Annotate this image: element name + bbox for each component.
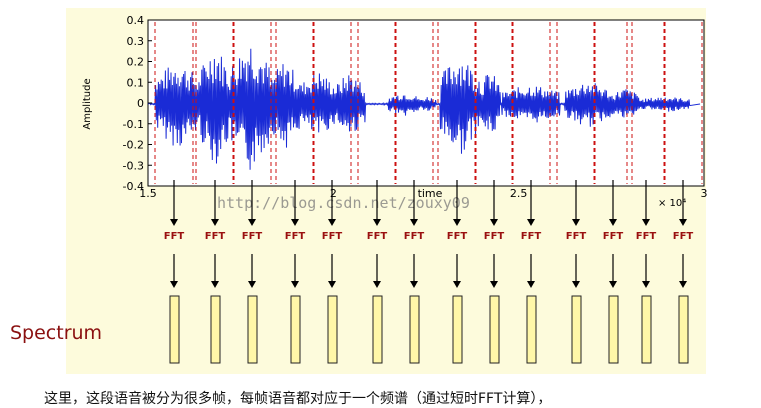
- frame-boundary-lines: [154, 22, 703, 184]
- fft-label: FFT: [566, 231, 587, 242]
- waveform-signal: [147, 48, 701, 170]
- frame-column: FFT: [205, 180, 226, 364]
- arrow-head-icon: [291, 219, 299, 226]
- spectrum-bar: [169, 295, 180, 364]
- caption-text: 这里，这段语音被分为很多帧，每帧语音都对应于一个频谱（通过短时FFT计算），: [44, 391, 552, 407]
- y-tick-label: 0.3: [127, 35, 145, 48]
- frame-column: FFT: [521, 180, 542, 364]
- frame-column: FFT: [566, 180, 587, 364]
- spectrum-bar: [641, 295, 652, 364]
- y-tick-label: 0.1: [127, 76, 145, 89]
- spectrum-bar: [372, 295, 383, 364]
- spectrum-bar: [290, 295, 301, 364]
- frame-columns: FFT FFT FFT FFT FFT FFT FFT FFT FFT FFT FFT FFT FFT F…: [164, 180, 694, 364]
- spectrum-bar: [678, 295, 689, 364]
- fft-label: FFT: [636, 231, 657, 242]
- fft-label: FFT: [285, 231, 306, 242]
- frame-column: FFT: [603, 180, 624, 364]
- spectrum-bar: [327, 295, 338, 364]
- arrow-head-icon: [453, 219, 461, 226]
- watermark-text: http://blog.csdn.net/zouxy09: [217, 194, 470, 212]
- arrow-head-icon: [490, 281, 498, 288]
- x-axis-ticks: 1.5 2 2.5 3: [139, 187, 707, 200]
- y-tick-label: -0.1: [123, 118, 144, 131]
- arrow-head-icon: [291, 281, 299, 288]
- arrow-head-icon: [572, 281, 580, 288]
- y-tick-label: 0: [137, 97, 144, 110]
- frame-column: FFT: [636, 180, 657, 364]
- y-tick-label: -0.3: [123, 159, 144, 172]
- spectrum-bar: [247, 295, 258, 364]
- arrow-head-icon: [170, 219, 178, 226]
- y-tick-label: 0.4: [127, 14, 145, 27]
- fft-label: FFT: [673, 231, 694, 242]
- frame-column: FFT: [484, 180, 505, 364]
- frame-column: FFT: [164, 180, 185, 364]
- arrow-head-icon: [410, 219, 418, 226]
- y-tick-label: -0.4: [123, 180, 144, 193]
- fft-label: FFT: [205, 231, 226, 242]
- arrow-head-icon: [170, 281, 178, 288]
- arrow-head-icon: [211, 281, 219, 288]
- arrow-head-icon: [609, 219, 617, 226]
- arrow-head-icon: [373, 281, 381, 288]
- fft-label: FFT: [447, 231, 468, 242]
- y-axis-ticks: 0.4 0.3 0.2 0.1 0 -0.1 -0.2 -0.3 -0.4: [123, 14, 152, 193]
- spectrum-bar: [210, 295, 221, 364]
- arrow-head-icon: [679, 281, 687, 288]
- arrow-head-icon: [679, 219, 687, 226]
- spectrum-bar: [571, 295, 582, 364]
- x-tick-label: 1.5: [139, 187, 157, 200]
- arrow-head-icon: [642, 281, 650, 288]
- y-tick-label: -0.2: [123, 139, 144, 152]
- arrow-head-icon: [248, 219, 256, 226]
- arrow-head-icon: [410, 281, 418, 288]
- fft-label: FFT: [484, 231, 505, 242]
- frame-column: FFT: [242, 180, 263, 364]
- frame-column: FFT: [322, 180, 343, 364]
- arrow-head-icon: [328, 281, 336, 288]
- y-tick-label: 0.2: [127, 56, 145, 69]
- fft-label: FFT: [367, 231, 388, 242]
- frame-column: FFT: [673, 180, 694, 364]
- fft-label: FFT: [521, 231, 542, 242]
- frame-column: FFT: [285, 180, 306, 364]
- spectrum-bar: [608, 295, 619, 364]
- arrow-head-icon: [572, 219, 580, 226]
- fft-label: FFT: [603, 231, 624, 242]
- spectrum-bar: [526, 295, 537, 364]
- fft-label: FFT: [164, 231, 185, 242]
- arrow-head-icon: [527, 281, 535, 288]
- frame-column: FFT: [404, 180, 425, 364]
- arrow-head-icon: [609, 281, 617, 288]
- spectrum-label: Spectrum: [10, 322, 102, 344]
- arrow-head-icon: [211, 219, 219, 226]
- spectrum-bar: [452, 295, 463, 364]
- arrow-head-icon: [642, 219, 650, 226]
- arrow-head-icon: [490, 219, 498, 226]
- x-tick-label: 3: [701, 187, 708, 200]
- arrow-head-icon: [453, 281, 461, 288]
- arrow-head-icon: [248, 281, 256, 288]
- arrow-head-icon: [527, 219, 535, 226]
- fft-label: FFT: [242, 231, 263, 242]
- frame-column: FFT: [367, 180, 388, 364]
- fft-label: FFT: [404, 231, 425, 242]
- arrow-head-icon: [373, 219, 381, 226]
- x-tick-label: 2: [330, 187, 337, 200]
- arrow-head-icon: [328, 219, 336, 226]
- spectrum-bar: [489, 295, 500, 364]
- x-tick-label: 2.5: [510, 187, 528, 200]
- y-axis-label: Amplitude: [82, 78, 93, 129]
- fft-label: FFT: [322, 231, 343, 242]
- x-axis-label: time: [418, 187, 443, 200]
- frame-column: FFT: [447, 180, 468, 364]
- spectrum-bar: [409, 295, 420, 364]
- x-scale-note: × 10⁴: [658, 198, 686, 209]
